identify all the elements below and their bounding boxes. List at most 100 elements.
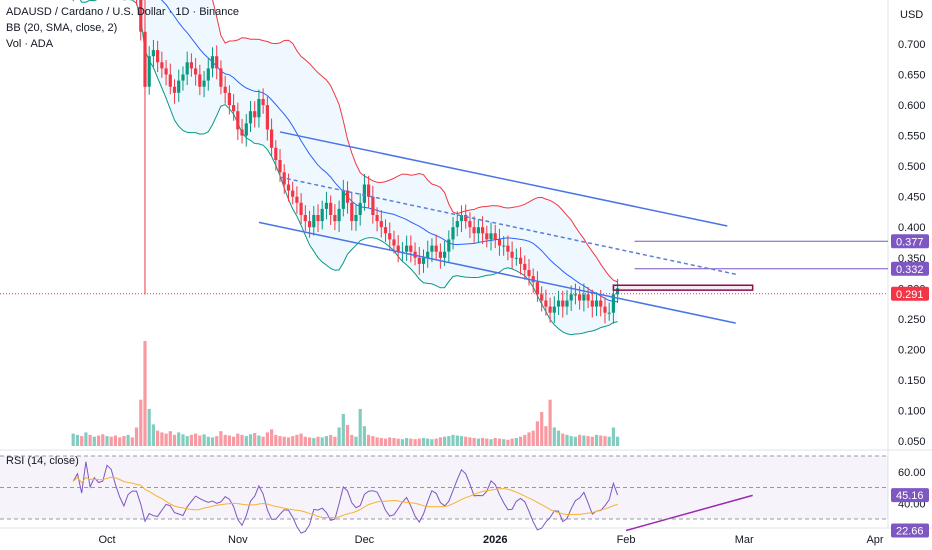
candle-body [561, 300, 565, 307]
candle-body [455, 221, 459, 228]
price-tick-label: 0.050 [898, 436, 926, 448]
candle-body [599, 300, 603, 307]
candle-body [147, 56, 151, 87]
volume-bar [92, 436, 96, 446]
volume-bar [75, 434, 80, 446]
volume-bar [459, 436, 464, 446]
volume-bar [265, 432, 269, 446]
candle-body [282, 172, 286, 185]
volume-bar [122, 436, 126, 446]
candle-body [232, 105, 236, 112]
volume-bar [147, 408, 151, 446]
volume-bar [172, 434, 177, 446]
volume-bar [71, 433, 75, 446]
candle-body [210, 56, 215, 69]
volume-bar [527, 432, 531, 446]
volume-bar [88, 434, 92, 446]
volume-bar [502, 439, 506, 446]
candle-body [333, 215, 337, 222]
volume-bar [316, 436, 320, 446]
candle-body [312, 215, 316, 228]
volume-bar [573, 436, 577, 446]
candle-body [358, 202, 362, 215]
price-tick-label: 0.600 [898, 100, 926, 112]
rsi-label-tag-bg [891, 488, 929, 503]
candle-body [392, 239, 396, 246]
volume-bar [320, 437, 324, 446]
price-label-tag-bg [891, 261, 929, 276]
candle-body [590, 300, 594, 307]
volume-bar [430, 439, 434, 446]
candle-body [299, 202, 303, 215]
candle-body [375, 215, 379, 222]
volume-bar [362, 426, 366, 446]
volume-bar [506, 439, 510, 446]
volume-bar [105, 436, 109, 446]
rsi-legend[interactable]: RSI (14, close) [6, 455, 79, 467]
candle-body [198, 74, 202, 87]
channel-trend-line [279, 176, 736, 275]
candle-body [324, 202, 328, 209]
volume-bar [219, 431, 223, 446]
bb-fill [80, 0, 618, 335]
volume-bar [126, 434, 130, 446]
volume-bar [535, 421, 539, 446]
candle-body [417, 257, 421, 264]
volume-bar [510, 438, 514, 446]
candle-body [468, 221, 472, 228]
rsi-line [72, 461, 619, 534]
time-axis-label: Nov [228, 534, 248, 546]
candle-body [240, 129, 244, 136]
volume-bar [312, 438, 316, 446]
candle-body [409, 245, 413, 252]
volume-bar [185, 436, 189, 446]
candle-body [493, 233, 497, 240]
candle-body [497, 239, 502, 246]
volume-bar [198, 435, 202, 446]
rsi-label-tag: 22.66 [896, 526, 924, 538]
volume-bar [101, 434, 105, 446]
candle-body [257, 99, 261, 118]
candle-body [476, 227, 480, 234]
price-label-tag-bg [891, 286, 929, 301]
volume-bar [130, 437, 134, 446]
candle-body [573, 294, 577, 296]
volume-bar [519, 436, 523, 446]
volume-bar [493, 438, 497, 446]
volume-bar [417, 438, 421, 446]
candle-body [396, 245, 400, 252]
volume-bar [405, 438, 409, 446]
candle-body [172, 86, 177, 93]
candle-body [156, 50, 160, 63]
candle-body [447, 239, 451, 252]
rsi-ma-line [72, 476, 618, 519]
rsi-trend-line [625, 494, 753, 532]
candle-body [616, 288, 620, 295]
candle-body [552, 306, 556, 313]
volume-bar [590, 436, 594, 446]
volume-bar [189, 434, 193, 446]
volume-bar [160, 432, 164, 446]
candle-body [261, 99, 265, 106]
candle-body [438, 251, 442, 258]
candle-body [506, 245, 510, 252]
bb-basis-line [160, 0, 618, 303]
volume-bar [303, 436, 307, 446]
volume-bar [481, 438, 485, 446]
candle-body [421, 257, 426, 264]
rsi-label-tag-bg [891, 523, 929, 538]
candle-body [569, 294, 573, 301]
candle-body [451, 227, 455, 240]
candle-body [383, 227, 388, 234]
volume-bar [565, 434, 569, 446]
volume-bar [299, 433, 303, 446]
volume-bar [113, 435, 117, 446]
volume-bar [202, 434, 206, 446]
candle-body [308, 221, 312, 228]
volume-legend[interactable]: Vol · ADA [6, 38, 54, 50]
symbol-legend[interactable]: ADAUSD / Cardano / U.S. Dollar · 1D · Bi… [6, 6, 239, 18]
bb-legend[interactable]: BB (20, SMA, close, 2) [6, 22, 118, 34]
price-tick-label: 0.700 [898, 39, 926, 51]
